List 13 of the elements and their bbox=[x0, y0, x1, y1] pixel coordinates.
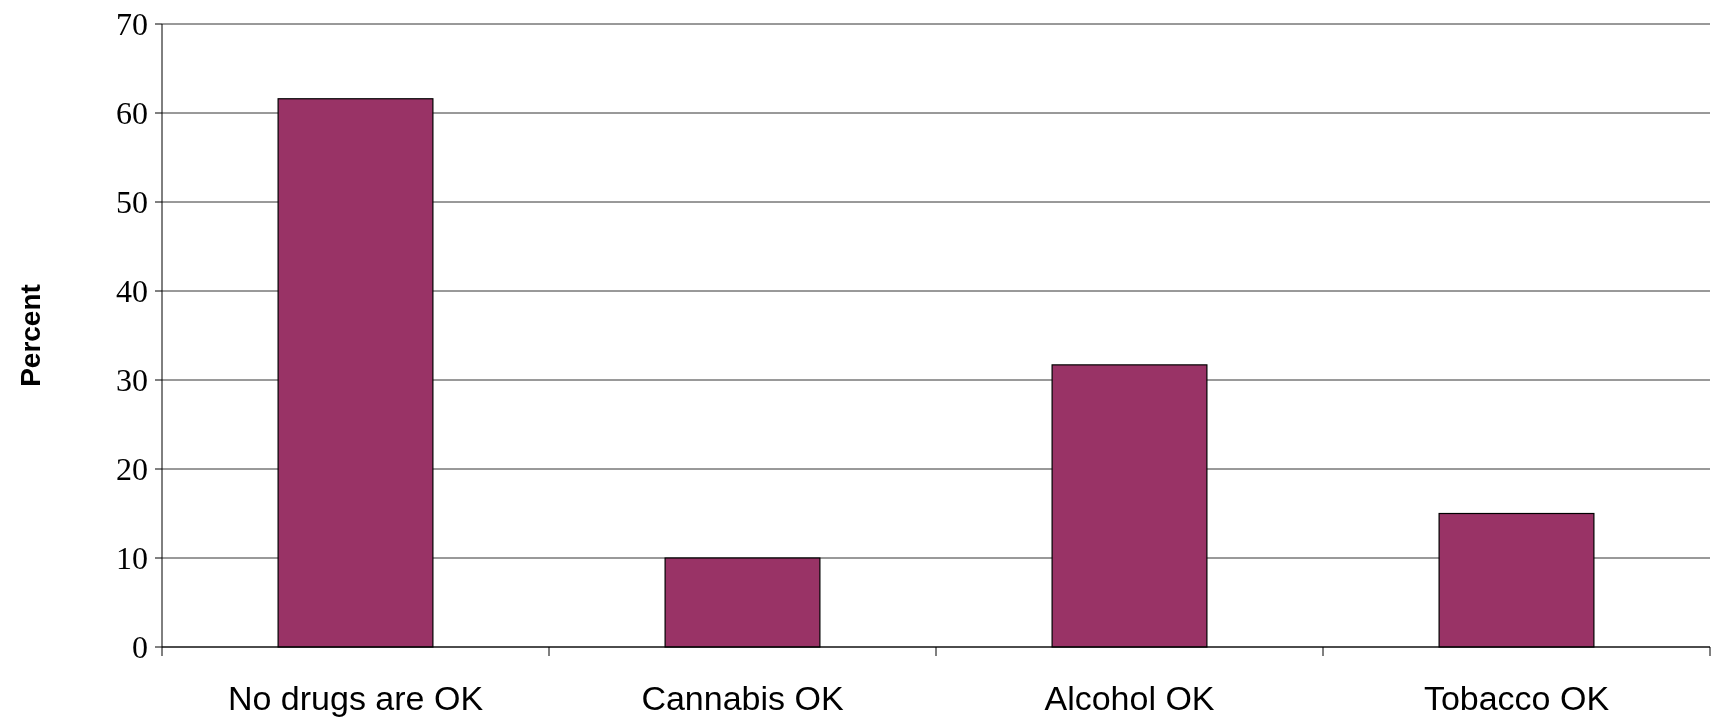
x-tick-label: No drugs are OK bbox=[227, 679, 484, 717]
y-tick-label: 70 bbox=[116, 6, 148, 43]
x-tick-label: Cannabis OK bbox=[641, 679, 844, 717]
y-tick-label: 40 bbox=[116, 273, 148, 310]
x-tick-label: Tobacco OK bbox=[1423, 679, 1610, 717]
y-tick-label: 10 bbox=[116, 540, 148, 577]
x-tick-label: Alcohol OK bbox=[1044, 679, 1215, 717]
y-tick-label: 60 bbox=[116, 95, 148, 132]
y-axis-title: Percent bbox=[15, 284, 46, 387]
y-tick-label: 50 bbox=[116, 184, 148, 221]
y-tick-label: 0 bbox=[132, 629, 148, 666]
y-tick-label: 20 bbox=[116, 451, 148, 488]
y-tick-label: 30 bbox=[116, 362, 148, 399]
